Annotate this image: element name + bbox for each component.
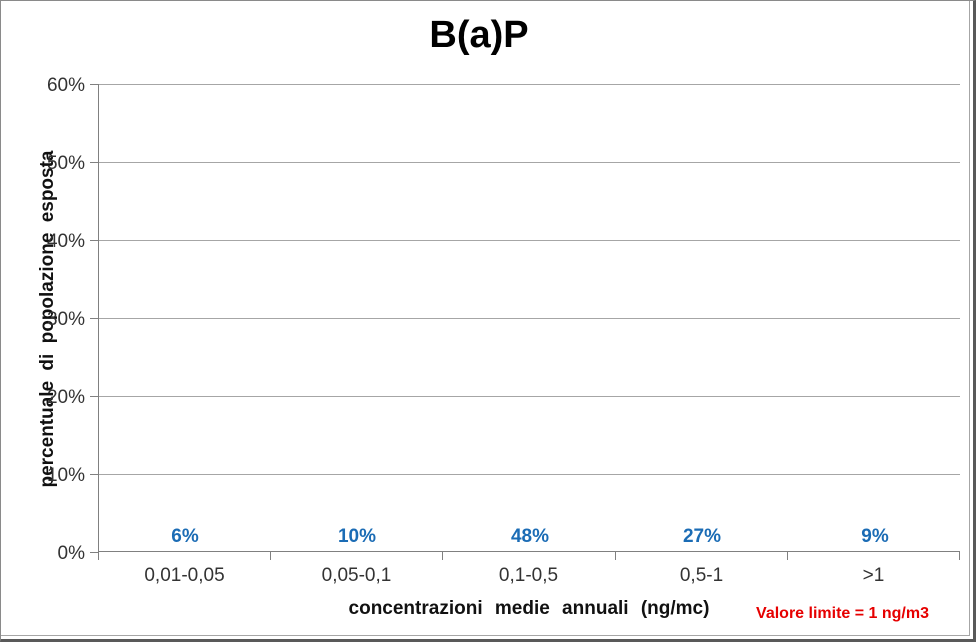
bar-value-label: 10% [337, 526, 377, 547]
bar-value-label: 9% [861, 526, 889, 547]
gridline-60 [99, 84, 960, 85]
x-tick-label-2: 0,05-0,1 [321, 565, 392, 586]
gridline-40 [99, 240, 960, 241]
bar-group-2: 10% [323, 526, 391, 551]
x-tick-mark [442, 552, 443, 560]
gridline-30 [99, 318, 960, 319]
y-tick-label-60: 60% [46, 75, 85, 96]
bar-value-label: 48% [510, 526, 550, 547]
bar-group-3: 48% [496, 526, 564, 551]
gridline-20 [99, 396, 960, 397]
bar-group-4: 27% [668, 526, 736, 551]
chart-title: B(a)P [429, 14, 529, 56]
y-tick-mark [90, 552, 98, 553]
gridline-10 [99, 474, 960, 475]
y-tick-label-50: 50% [46, 153, 85, 174]
x-tick-label-1: 0,01-0,05 [144, 565, 225, 586]
y-tick-mark [90, 318, 98, 319]
y-tick-mark [90, 84, 98, 85]
y-tick-mark [90, 240, 98, 241]
x-tick-label-4: 0,5-1 [679, 565, 724, 586]
y-tick-label-40: 40% [46, 231, 85, 252]
plot-area: 6% 10% 48% 27% 9% [98, 84, 960, 552]
x-tick-label-3: 0,1-0,5 [498, 565, 559, 586]
x-axis-title: concentrazioni medie annuali (ng/mc) [348, 598, 710, 619]
y-tick-label-0: 0% [57, 543, 85, 564]
bar-value-label: 27% [682, 526, 722, 547]
x-tick-mark [787, 552, 788, 560]
y-tick-mark [90, 474, 98, 475]
x-tick-mark [959, 552, 960, 560]
y-tick-label-20: 20% [46, 387, 85, 408]
x-tick-mark [615, 552, 616, 560]
gridline-50 [99, 162, 960, 163]
x-tick-label-5: >1 [862, 565, 885, 586]
x-tick-mark [270, 552, 271, 560]
x-tick-mark [98, 552, 99, 560]
y-tick-label-30: 30% [46, 309, 85, 330]
bar-group-5: 9% [841, 526, 909, 551]
y-tick-mark [90, 162, 98, 163]
bar-value-label: 6% [171, 526, 199, 547]
y-tick-mark [90, 396, 98, 397]
y-tick-label-10: 10% [46, 465, 85, 486]
limit-value-note: Valore limite = 1 ng/m3 [756, 605, 929, 622]
bar-group-1: 6% [151, 526, 219, 551]
